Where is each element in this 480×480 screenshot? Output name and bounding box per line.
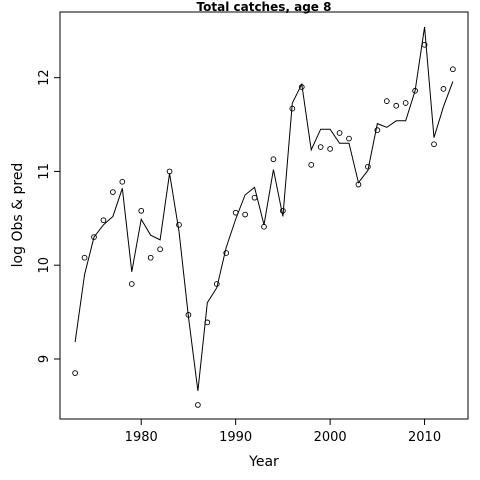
observed-point bbox=[128, 281, 135, 287]
x-axis-label: Year bbox=[248, 454, 279, 470]
observed-point bbox=[213, 281, 220, 287]
observed-point bbox=[176, 222, 182, 228]
observed-point bbox=[185, 312, 192, 318]
observed-point bbox=[412, 87, 418, 94]
x-tick-label: 2000 bbox=[314, 430, 347, 445]
x-tick-label: 1980 bbox=[125, 430, 158, 445]
observed-point bbox=[393, 102, 400, 109]
plot-frame bbox=[59, 11, 469, 420]
observed-point bbox=[119, 178, 126, 185]
observed-point bbox=[431, 141, 437, 148]
observed-point bbox=[327, 146, 333, 152]
observed-point bbox=[81, 254, 88, 261]
observed-point bbox=[157, 246, 163, 253]
y-tick-label: 9 bbox=[37, 355, 52, 363]
observed-point bbox=[317, 144, 324, 150]
observed-point bbox=[110, 189, 116, 195]
observed-point bbox=[298, 84, 305, 90]
observed-point bbox=[100, 217, 107, 224]
observed-point bbox=[440, 86, 447, 92]
observed-point bbox=[251, 194, 258, 201]
predicted-line bbox=[74, 26, 454, 391]
observed-point bbox=[402, 100, 409, 106]
chart-title: Total catches, age 8 bbox=[197, 0, 332, 14]
x-tick-label: 2010 bbox=[408, 430, 441, 445]
y-tick-label: 12 bbox=[37, 69, 52, 86]
observed-point bbox=[232, 209, 239, 216]
y-tick-label: 10 bbox=[37, 257, 52, 274]
observed-point bbox=[270, 156, 277, 163]
observed-point bbox=[223, 250, 230, 256]
observed-point bbox=[242, 211, 248, 218]
observed-point bbox=[204, 319, 211, 326]
observed-point bbox=[195, 402, 201, 408]
observed-point bbox=[336, 130, 343, 136]
observed-point bbox=[355, 181, 362, 188]
observed-point bbox=[374, 127, 381, 134]
y-axis-label: log Obs & pred bbox=[10, 163, 26, 268]
y-axis: 9 10 11 12 bbox=[37, 69, 60, 363]
observed-point bbox=[72, 370, 78, 376]
observed-point bbox=[280, 207, 286, 214]
observed-point bbox=[261, 223, 267, 230]
observed-point bbox=[166, 168, 173, 175]
observed-points bbox=[72, 41, 456, 408]
observed-point bbox=[308, 162, 315, 168]
observed-point bbox=[147, 254, 154, 261]
observed-point bbox=[383, 98, 390, 104]
x-tick-label: 1990 bbox=[219, 430, 252, 445]
x-axis: 1980 1990 2000 2010 bbox=[125, 419, 441, 445]
observed-point bbox=[138, 207, 145, 214]
observed-point bbox=[421, 41, 428, 48]
observed-point bbox=[346, 135, 352, 142]
y-tick-label: 11 bbox=[37, 163, 52, 180]
observed-point bbox=[289, 105, 296, 112]
observed-point bbox=[91, 234, 97, 240]
observed-point bbox=[365, 163, 371, 170]
observed-point bbox=[450, 66, 456, 73]
